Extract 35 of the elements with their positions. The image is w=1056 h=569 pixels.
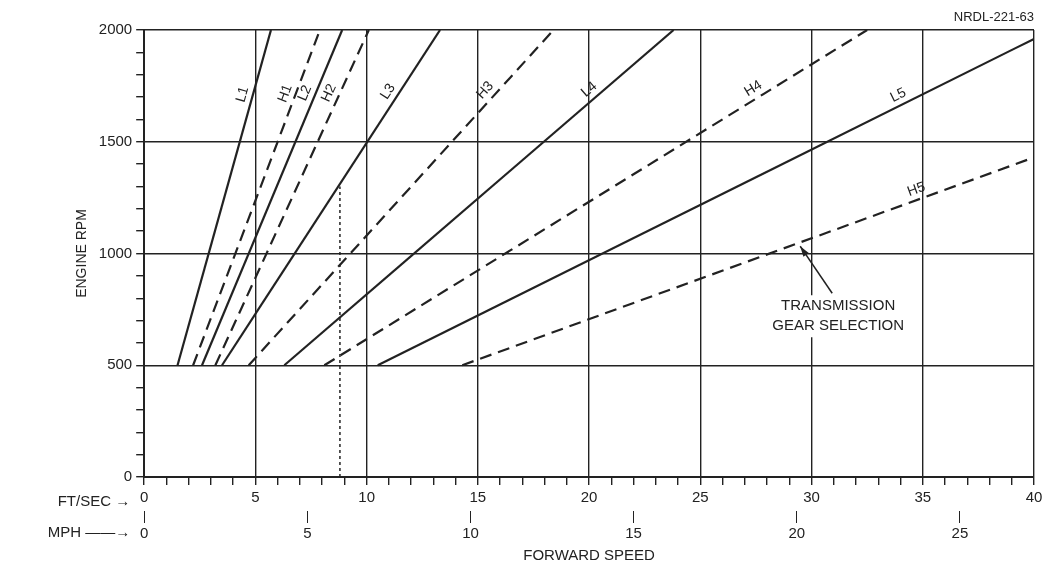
text: H1 — [273, 81, 295, 105]
text: MPH ——→ — [47, 523, 131, 541]
x-tick-label: 10 — [358, 488, 375, 506]
y-tick-label: 1500 — [98, 131, 133, 149]
y-tick-label: 500 — [107, 355, 133, 373]
y-tick-label: 1000 — [98, 243, 133, 261]
text: L5 — [887, 83, 909, 105]
x-tick-label: 0 — [140, 488, 149, 506]
text: L1 — [231, 84, 252, 104]
text: FT/SEC → — [57, 492, 131, 510]
x2-tick-label: 15 — [625, 524, 642, 542]
text: L2 — [293, 82, 315, 104]
annotation: TRANSMISSION GEAR SELECTION — [772, 295, 905, 333]
y-tick-label: 2000 — [98, 20, 133, 38]
x-tick-label: 40 — [1025, 488, 1043, 506]
x2-tick-label: 25 — [951, 524, 969, 542]
text: L4 — [577, 77, 600, 100]
x-tick-label: 5 — [251, 488, 260, 506]
y-axis-title: ENGINE RPM — [73, 209, 90, 298]
text: NRDL-221-63 — [953, 9, 1034, 25]
x2-tick-label: 20 — [788, 524, 806, 542]
x-tick-label: 35 — [914, 488, 932, 506]
y-tick-label: 0 — [123, 467, 133, 485]
x-tick-label: 15 — [469, 488, 487, 506]
x-axis-title: FORWARD SPEED — [523, 546, 656, 564]
text: L3 — [376, 79, 399, 102]
x-tick-label: 25 — [691, 488, 709, 506]
text: H2 — [317, 80, 340, 104]
x2-tick-label: 10 — [462, 524, 479, 542]
x2-tick-label: 5 — [303, 524, 312, 542]
x-tick-label: 20 — [580, 488, 598, 506]
text: H4 — [740, 75, 765, 100]
text: H3 — [472, 77, 497, 102]
x-tick-label: 30 — [803, 488, 820, 506]
x2-tick-label: 0 — [140, 524, 149, 542]
